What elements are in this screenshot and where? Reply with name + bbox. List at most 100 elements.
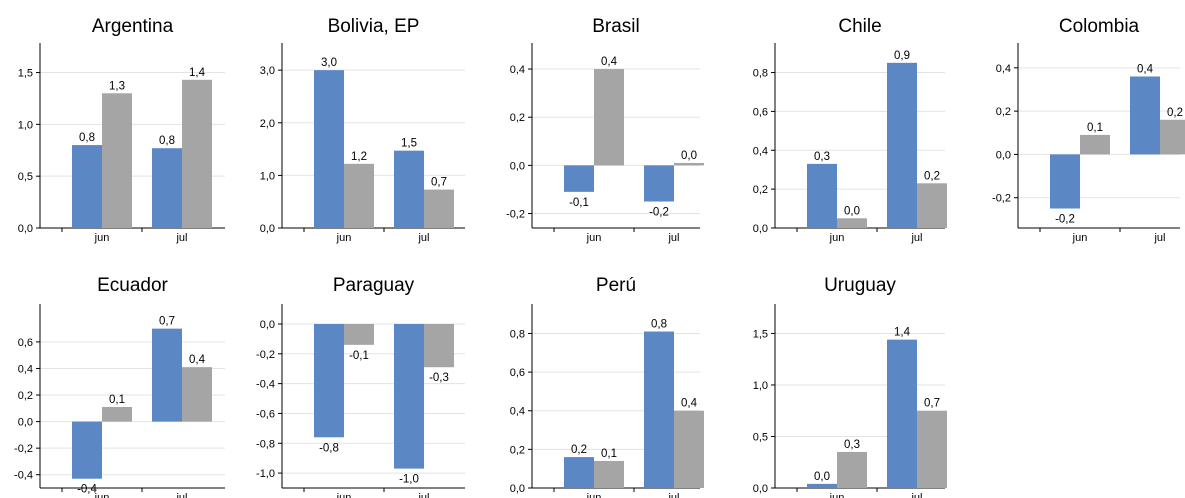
chart-panel: Colombia -0,2 0,0 0,2 0,4 -0,2 0,1 jun 0,4 0,2 jul xyxy=(992,16,1185,244)
y-tick-label: 1,0 xyxy=(18,119,33,131)
y-tick-label: -0,2 xyxy=(256,349,275,361)
y-tick-label: 0,6 xyxy=(510,367,525,379)
y-tick-label: -0,2 xyxy=(506,209,525,221)
y-tick-label: 0,8 xyxy=(510,328,525,340)
chart-panel: Argentina 0,0 0,5 1,0 1,5 0,8 1,3 jun 0,8 1,4 jul xyxy=(18,16,225,244)
y-tick-label: 0,4 xyxy=(510,406,525,418)
chart-panel: Perú 0,0 0,2 0,4 0,6 0,8 0,2 0,1 jun 0,8 0,4 jul xyxy=(510,275,704,498)
bar xyxy=(887,62,917,228)
data-label: 0,4 xyxy=(681,398,698,410)
bar xyxy=(314,323,344,438)
data-label: 0,3 xyxy=(814,151,830,163)
chart-title: Perú xyxy=(596,275,636,296)
bar xyxy=(917,410,947,488)
y-tick-label: 2,0 xyxy=(260,118,275,130)
data-label: 0,8 xyxy=(79,132,95,144)
bar xyxy=(674,162,704,166)
y-tick-label: 0,4 xyxy=(510,64,525,76)
y-tick-label: 0,0 xyxy=(260,223,275,235)
bar xyxy=(1050,154,1080,209)
x-tick-label: jun xyxy=(336,232,352,244)
data-label: 0,9 xyxy=(894,50,910,62)
y-tick-label: -0,6 xyxy=(256,408,275,420)
bar xyxy=(394,150,424,228)
bar xyxy=(182,367,212,422)
y-tick-label: -0,4 xyxy=(14,470,33,482)
x-tick-label: jul xyxy=(667,492,679,498)
data-label: 0,1 xyxy=(601,448,617,460)
chart-panel: Uruguay 0,0 0,5 1,0 1,5 0,0 0,3 jun 1,4 0,7 jul xyxy=(753,275,947,498)
bar xyxy=(314,70,344,229)
bar xyxy=(344,323,374,345)
y-tick-label: 0,8 xyxy=(753,68,768,80)
bar xyxy=(807,163,837,228)
data-label: 3,0 xyxy=(321,57,337,69)
data-label: 0,0 xyxy=(844,205,860,217)
data-label: 1,2 xyxy=(351,151,367,163)
data-label: 0,3 xyxy=(844,439,860,451)
x-tick-label: jul xyxy=(910,492,922,498)
data-label: -0,3 xyxy=(429,372,449,384)
y-tick-label: -0,4 xyxy=(256,379,275,391)
data-label: 0,7 xyxy=(159,316,175,328)
y-tick-label: 0,2 xyxy=(510,112,525,124)
chart-title: Brasil xyxy=(592,16,640,37)
chart-title: Ecuador xyxy=(97,275,168,296)
y-tick-label: 0,0 xyxy=(18,223,33,235)
bar xyxy=(564,165,594,192)
bar xyxy=(152,328,182,422)
bar xyxy=(644,331,674,488)
y-tick-label: 0,0 xyxy=(510,483,525,495)
y-tick-label: -1,0 xyxy=(256,468,275,480)
y-tick-label: 0,0 xyxy=(510,160,525,172)
data-label: 0,7 xyxy=(924,398,940,410)
y-tick-label: 0,2 xyxy=(996,106,1011,118)
bar xyxy=(807,483,837,488)
x-tick-label: jun xyxy=(1072,232,1088,244)
bar xyxy=(72,421,102,479)
y-tick-label: 1,0 xyxy=(753,380,768,392)
bar xyxy=(72,145,102,228)
data-label: 0,0 xyxy=(681,150,697,162)
y-tick-label: 0,5 xyxy=(753,431,768,443)
y-tick-label: 0,6 xyxy=(18,337,33,349)
data-label: 1,5 xyxy=(401,138,417,150)
chart-title: Argentina xyxy=(92,16,174,37)
bar xyxy=(424,189,454,228)
y-tick-label: 1,0 xyxy=(260,170,275,182)
chart-title: Colombia xyxy=(1059,16,1140,37)
bar xyxy=(917,183,947,228)
data-label: 0,8 xyxy=(159,135,175,147)
y-tick-label: 0,6 xyxy=(753,106,768,118)
bar xyxy=(102,93,132,228)
bar xyxy=(1080,134,1110,155)
data-label: 1,4 xyxy=(894,327,911,339)
data-label: -0,8 xyxy=(319,442,339,454)
x-tick-label: jul xyxy=(175,232,187,244)
y-tick-label: 1,5 xyxy=(753,328,768,340)
y-tick-label: -0,2 xyxy=(14,443,33,455)
x-tick-label: jul xyxy=(417,232,429,244)
x-tick-label: jun xyxy=(829,232,845,244)
bar xyxy=(644,165,674,202)
x-tick-label: jul xyxy=(1153,232,1165,244)
y-tick-label: 0,0 xyxy=(996,149,1011,161)
chart-panel: Ecuador -0,4 -0,2 0,0 0,2 0,4 0,6 -0,4 0,1 jun 0,7… xyxy=(14,275,225,498)
chart-title: Bolivia, EP xyxy=(328,16,420,37)
y-tick-label: -0,2 xyxy=(992,193,1011,205)
bar xyxy=(1130,76,1160,155)
bar xyxy=(152,148,182,228)
y-tick-label: 3,0 xyxy=(260,65,275,77)
bar xyxy=(564,457,594,488)
y-tick-label: 1,5 xyxy=(18,68,33,80)
bar xyxy=(424,323,454,368)
x-tick-label: jun xyxy=(829,492,845,498)
y-tick-label: -0,8 xyxy=(256,438,275,450)
data-label: -0,1 xyxy=(349,350,369,362)
y-tick-label: 0,0 xyxy=(18,417,33,429)
data-label: 0,1 xyxy=(109,394,125,406)
chart-title: Chile xyxy=(838,16,881,37)
bar xyxy=(102,406,132,422)
chart-title: Paraguay xyxy=(333,275,415,296)
